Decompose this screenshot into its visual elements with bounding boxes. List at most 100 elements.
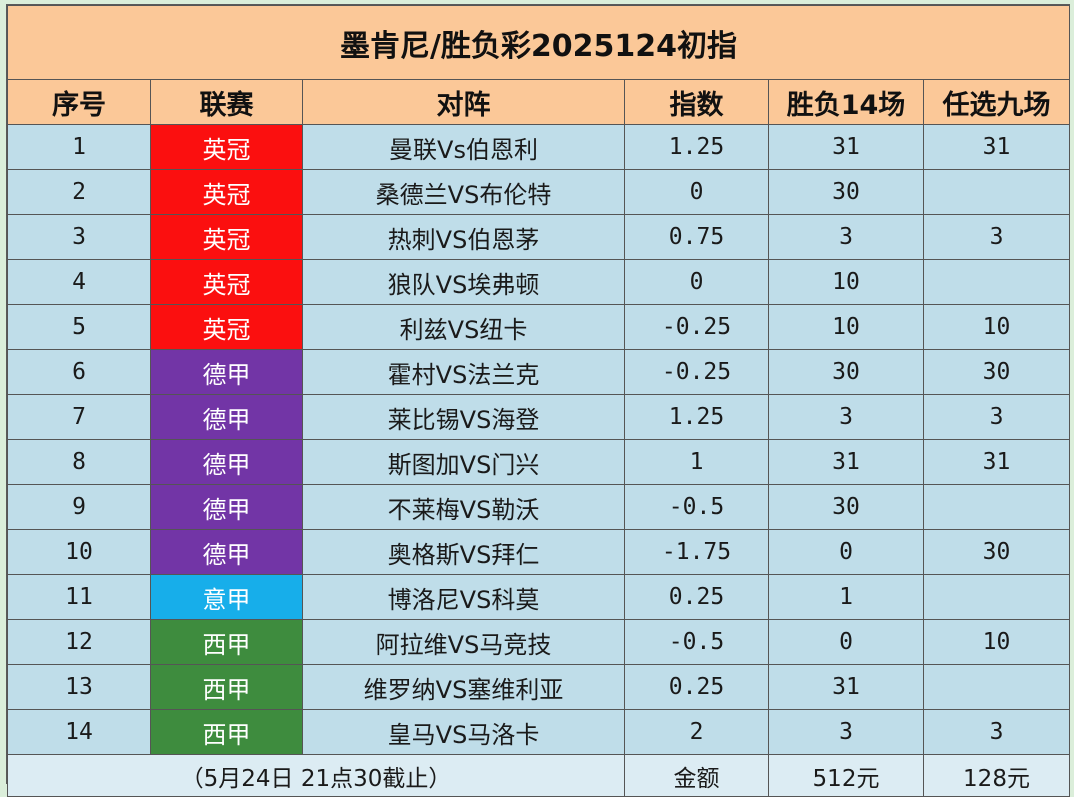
match-name: 阿拉维VS马竞技 (302, 619, 625, 665)
header-league: 联赛 (150, 79, 303, 125)
league-badge: 德甲 (150, 349, 303, 395)
row-number: 14 (7, 709, 151, 755)
sf14-pick: 0 (768, 529, 924, 575)
handicap-index: -0.5 (624, 484, 769, 530)
amount-label: 金额 (624, 754, 769, 797)
handicap-index: -0.25 (624, 349, 769, 395)
sf14-pick: 3 (768, 214, 924, 260)
handicap-index: 0 (624, 169, 769, 215)
handicap-index: -0.25 (624, 304, 769, 350)
row-number: 9 (7, 484, 151, 530)
table-row: 8 德甲 斯图加VS门兴 1 31 31 (7, 439, 1071, 485)
rx9-pick (922, 169, 1071, 215)
rx9-pick: 10 (922, 304, 1071, 350)
handicap-index: 0.25 (624, 664, 769, 710)
rx9-pick: 31 (922, 439, 1071, 485)
rx9-pick (922, 664, 1071, 710)
rx9-pick: 3 (922, 394, 1071, 440)
row-number: 10 (7, 529, 151, 575)
header-sf14: 胜负14场 (768, 79, 924, 125)
league-badge: 意甲 (150, 574, 303, 620)
sf14-pick: 31 (768, 124, 924, 170)
row-number: 1 (7, 124, 151, 170)
handicap-index: 0.75 (624, 214, 769, 260)
handicap-index: -1.75 (624, 529, 769, 575)
match-name: 斯图加VS门兴 (302, 439, 625, 485)
rx9-pick: 30 (922, 349, 1071, 395)
match-name: 不莱梅VS勒沃 (302, 484, 625, 530)
sf14-pick: 1 (768, 574, 924, 620)
sf14-pick: 30 (768, 484, 924, 530)
table-row: 12 西甲 阿拉维VS马竞技 -0.5 0 10 (7, 619, 1071, 665)
handicap-index: 0.25 (624, 574, 769, 620)
table-row: 3 英冠 热刺VS伯恩茅 0.75 3 3 (7, 214, 1071, 260)
handicap-index: 1.25 (624, 394, 769, 440)
match-name: 曼联Vs伯恩利 (302, 124, 625, 170)
rx9-pick (922, 259, 1071, 305)
sf14-pick: 30 (768, 169, 924, 215)
league-badge: 德甲 (150, 529, 303, 575)
table-row: 14 西甲 皇马VS马洛卡 2 3 3 (7, 709, 1071, 755)
league-badge: 英冠 (150, 214, 303, 260)
row-number: 7 (7, 394, 151, 440)
sf14-pick: 30 (768, 349, 924, 395)
league-badge: 德甲 (150, 484, 303, 530)
rx9-pick (922, 484, 1071, 530)
sf14-pick: 10 (768, 259, 924, 305)
row-number: 13 (7, 664, 151, 710)
row-number: 12 (7, 619, 151, 665)
header-row: 序号 联赛 对阵 指数 胜负14场 任选九场 (7, 79, 1071, 125)
row-number: 5 (7, 304, 151, 350)
handicap-index: -0.5 (624, 619, 769, 665)
match-name: 博洛尼VS科莫 (302, 574, 625, 620)
sf14-pick: 31 (768, 439, 924, 485)
row-number: 8 (7, 439, 151, 485)
header-index: 指数 (624, 79, 769, 125)
handicap-index: 1 (624, 439, 769, 485)
sf14-pick: 3 (768, 394, 924, 440)
handicap-index: 2 (624, 709, 769, 755)
header-match: 对阵 (302, 79, 625, 125)
table-row: 2 英冠 桑德兰VS布伦特 0 30 (7, 169, 1071, 215)
table-body: 1 英冠 曼联Vs伯恩利 1.25 31 31 2 英冠 桑德兰VS布伦特 0 30 3 英冠 热刺VS伯… (7, 124, 1071, 755)
row-number: 11 (7, 574, 151, 620)
match-name: 奥格斯VS拜仁 (302, 529, 625, 575)
table-row: 6 德甲 霍村VS法兰克 -0.25 30 30 (7, 349, 1071, 395)
rx9-pick: 3 (922, 214, 1071, 260)
match-name: 霍村VS法兰克 (302, 349, 625, 395)
table-row: 9 德甲 不莱梅VS勒沃 -0.5 30 (7, 484, 1071, 530)
table-row: 11 意甲 博洛尼VS科莫 0.25 1 (7, 574, 1071, 620)
table-row: 4 英冠 狼队VS埃弗顿 0 10 (7, 259, 1071, 305)
deadline-note: （5月24日 21点30截止） (7, 754, 625, 797)
lottery-table: 墨肯尼/胜负彩2025124初指 序号 联赛 对阵 指数 胜负14场 任选九场 … (6, 5, 1071, 797)
row-number: 6 (7, 349, 151, 395)
sf14-pick: 0 (768, 619, 924, 665)
match-name: 莱比锡VS海登 (302, 394, 625, 440)
table-row: 7 德甲 莱比锡VS海登 1.25 3 3 (7, 394, 1071, 440)
table-row: 10 德甲 奥格斯VS拜仁 -1.75 0 30 (7, 529, 1071, 575)
rx9-amount: 128元 (922, 754, 1071, 797)
sf14-pick: 31 (768, 664, 924, 710)
match-name: 皇马VS马洛卡 (302, 709, 625, 755)
league-badge: 西甲 (150, 664, 303, 710)
league-badge: 英冠 (150, 124, 303, 170)
league-badge: 西甲 (150, 619, 303, 665)
table-row: 1 英冠 曼联Vs伯恩利 1.25 31 31 (7, 124, 1071, 170)
rx9-pick: 30 (922, 529, 1071, 575)
sf14-pick: 10 (768, 304, 924, 350)
header-rx9: 任选九场 (922, 79, 1071, 125)
league-badge: 英冠 (150, 259, 303, 305)
rx9-pick: 10 (922, 619, 1071, 665)
match-name: 狼队VS埃弗顿 (302, 259, 625, 305)
league-badge: 英冠 (150, 304, 303, 350)
league-badge: 德甲 (150, 394, 303, 440)
rx9-pick (922, 574, 1071, 620)
sf14-amount: 512元 (768, 754, 924, 797)
footer-row: （5月24日 21点30截止） 金额 512元 128元 (7, 754, 1071, 797)
match-name: 维罗纳VS塞维利亚 (302, 664, 625, 710)
header-no: 序号 (7, 79, 151, 125)
rx9-pick: 3 (922, 709, 1071, 755)
league-badge: 德甲 (150, 439, 303, 485)
lottery-table-frame: 墨肯尼/胜负彩2025124初指 序号 联赛 对阵 指数 胜负14场 任选九场 … (6, 4, 1071, 797)
row-number: 4 (7, 259, 151, 305)
